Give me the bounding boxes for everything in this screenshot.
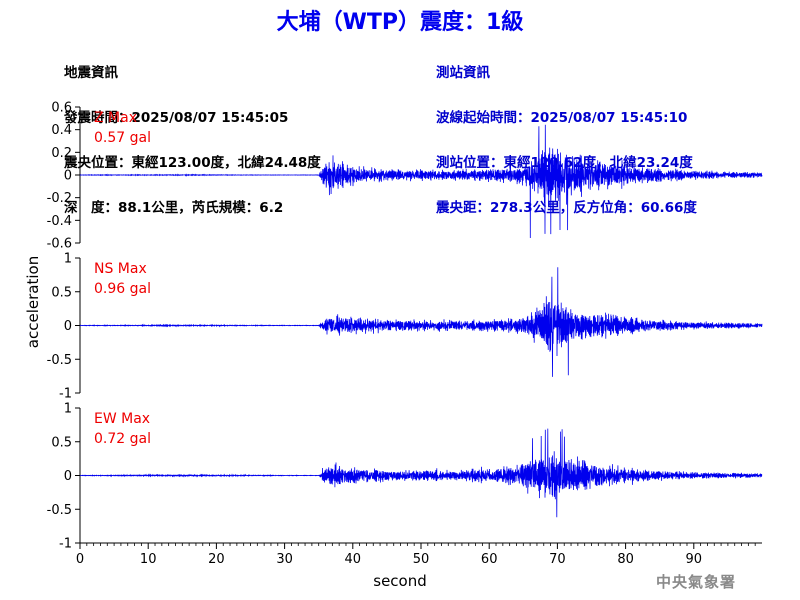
x-tick-label: 90 [686, 552, 703, 567]
x-tick-label: 0 [76, 552, 84, 567]
y-tick-label: 0.2 [51, 146, 72, 161]
y-tick-label: -0.4 [47, 214, 72, 229]
y-tick-label: -1 [59, 387, 72, 402]
y-tick-label: 0 [64, 469, 72, 484]
x-axis-title: second [373, 572, 427, 590]
y-tick-label: 0.6 [51, 101, 72, 116]
y-tick-label: -0.5 [47, 353, 72, 368]
y-tick-label: -1 [59, 537, 72, 552]
y-tick-label: 0.5 [51, 435, 72, 450]
x-tick-label: 80 [617, 552, 634, 567]
y-tick-label: 0 [64, 169, 72, 184]
chart-title: 大埔（WTP）震度：1級 [276, 10, 524, 35]
y-tick-label: 0.5 [51, 285, 72, 300]
quake-info: 地震資訊 發震時間：2025/08/07 15:45:05 震央位置：東經123… [64, 36, 321, 231]
panel-label-ns: NS Max [94, 261, 147, 277]
x-tick-label: 30 [276, 552, 293, 567]
waveform-ew [79, 428, 763, 518]
station-info-heading: 測站資訊 [436, 65, 490, 81]
panel-label-z: Z Max [94, 110, 137, 126]
y-tick-label: 0.4 [51, 123, 72, 138]
y-tick-label: 1 [64, 252, 72, 267]
y-tick-label: 1 [64, 402, 72, 417]
x-tick-label: 70 [549, 552, 566, 567]
distance-azimuth: 震央距：278.3公里，反方位角：60.66度 [436, 200, 697, 216]
waveform-z [79, 124, 763, 239]
epicenter-location: 震央位置：東經123.00度，北緯24.48度 [64, 155, 321, 171]
panel-max-value-ew: 0.72 gal [94, 431, 151, 447]
y-tick-label: -0.6 [47, 237, 72, 252]
panel-max-value-z: 0.57 gal [94, 130, 151, 146]
panel-max-value-ns: 0.96 gal [94, 281, 151, 297]
depth-magnitude: 深 度：88.1公里，芮氏規模：6.2 [64, 200, 284, 216]
origin-time: 發震時間：2025/08/07 15:45:05 [64, 110, 289, 126]
x-tick-label: 50 [413, 552, 430, 567]
station-location: 測站位置：東經120.62度，北緯23.24度 [436, 155, 693, 171]
x-tick-label: 40 [345, 552, 362, 567]
x-tick-label: 20 [208, 552, 225, 567]
arrival-time: 波線起始時間：2025/08/07 15:45:10 [436, 110, 688, 126]
agency-logo-text: 中央氣象署 [656, 573, 737, 591]
station-info: 測站資訊 波線起始時間：2025/08/07 15:45:10 測站位置：東經1… [436, 36, 697, 231]
waveform-ns [79, 267, 763, 377]
quake-info-heading: 地震資訊 [64, 65, 118, 81]
y-axis-title: acceleration [24, 256, 42, 348]
x-tick-label: 60 [481, 552, 498, 567]
y-tick-label: -0.2 [47, 191, 72, 206]
y-tick-label: 0 [64, 319, 72, 334]
y-tick-label: -0.5 [47, 503, 72, 518]
x-tick-label: 10 [140, 552, 157, 567]
panel-label-ew: EW Max [94, 411, 150, 427]
